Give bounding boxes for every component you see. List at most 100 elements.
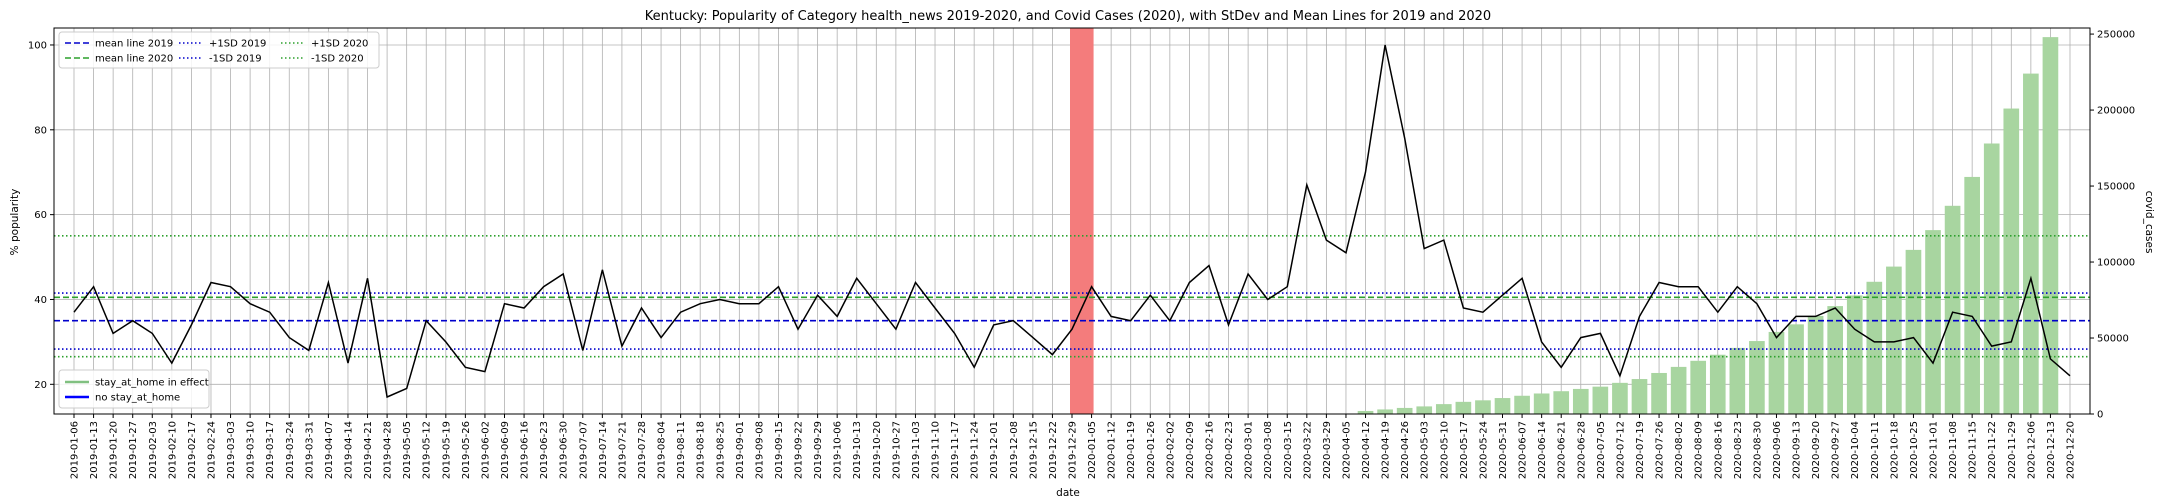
covid-cases-bar bbox=[1553, 391, 1570, 414]
covid-cases-bar bbox=[1651, 372, 1667, 414]
y-tick-label: 20 bbox=[34, 380, 47, 391]
x-tick-label: 2020-02-09 bbox=[1185, 421, 1196, 479]
x-tick-label: 2019-04-14 bbox=[343, 421, 354, 479]
legend-label: no stay_at_home bbox=[95, 393, 180, 404]
x-tick-label: 2020-08-09 bbox=[1694, 421, 1705, 479]
covid-cases-bar bbox=[1592, 386, 1609, 414]
x-tick-label: 2020-01-12 bbox=[1107, 421, 1118, 479]
x-tick-label: 2019-01-13 bbox=[89, 421, 100, 479]
x-tick-label: 2020-02-23 bbox=[1224, 421, 1235, 479]
x-tick-label: 2019-03-17 bbox=[265, 421, 276, 479]
x-tick-label: 2019-01-20 bbox=[109, 421, 120, 479]
y2-tick-label: 200000 bbox=[2097, 106, 2135, 117]
x-tick-label: 2020-09-20 bbox=[1811, 421, 1822, 479]
x-tick-label: 2019-05-05 bbox=[402, 421, 413, 479]
x-tick-label: 2019-06-02 bbox=[480, 421, 491, 479]
y2-tick-label: 50000 bbox=[2097, 334, 2129, 345]
x-tick-label: 2019-01-06 bbox=[70, 421, 81, 479]
x-tick-label: 2020-10-04 bbox=[1850, 421, 1861, 479]
x-tick-label: 2020-05-31 bbox=[1498, 421, 1509, 479]
x-tick-label: 2019-07-21 bbox=[617, 421, 628, 479]
x-tick-label: 2020-01-26 bbox=[1146, 421, 1157, 479]
x-tick-label: 2020-04-12 bbox=[1361, 421, 1372, 479]
x-tick-label: 2019-05-12 bbox=[422, 421, 433, 479]
x-tick-label: 2019-04-28 bbox=[383, 421, 394, 479]
covid-cases-bar bbox=[1749, 341, 1765, 414]
y-axis-label: % popularity bbox=[9, 189, 21, 256]
x-tick-label: 2019-08-25 bbox=[715, 421, 726, 479]
x-tick-label: 2020-05-10 bbox=[1439, 421, 1450, 479]
x-tick-label: 2020-05-24 bbox=[1478, 421, 1489, 479]
covid-cases-bar bbox=[2042, 37, 2059, 415]
x-tick-label: 2019-04-07 bbox=[324, 421, 335, 479]
x-axis-label: date bbox=[1056, 487, 1080, 499]
x-tick-label: 2019-02-17 bbox=[187, 421, 198, 479]
x-tick-label: 2019-12-08 bbox=[1009, 421, 1020, 479]
x-tick-label: 2020-04-05 bbox=[1341, 421, 1352, 479]
covid-cases-bar bbox=[1377, 409, 1393, 414]
y-tick-label: 80 bbox=[34, 125, 47, 136]
x-tick-label: 2020-09-27 bbox=[1831, 421, 1842, 479]
x-tick-label: 2020-04-26 bbox=[1400, 421, 1411, 479]
y-tick-label: 60 bbox=[34, 210, 47, 221]
x-tick-label: 2019-09-08 bbox=[754, 421, 765, 479]
x-tick-label: 2019-06-23 bbox=[539, 421, 550, 479]
x-tick-label: 2019-03-03 bbox=[226, 421, 237, 479]
legend-label: +1SD 2019 bbox=[209, 39, 266, 50]
x-tick-label: 2020-01-19 bbox=[1126, 421, 1137, 479]
x-tick-label: 2020-03-15 bbox=[1283, 421, 1294, 479]
legend-label: -1SD 2020 bbox=[311, 54, 364, 65]
x-tick-label: 2020-03-08 bbox=[1263, 421, 1274, 479]
x-tick-label: 2020-12-13 bbox=[2046, 421, 2057, 479]
covid-cases-bar bbox=[1494, 398, 1511, 414]
x-tick-label: 2019-11-10 bbox=[931, 421, 942, 479]
x-tick-label: 2020-04-19 bbox=[1381, 421, 1392, 479]
x-tick-label: 2019-07-14 bbox=[598, 421, 609, 479]
x-tick-label: 2019-03-24 bbox=[285, 421, 296, 479]
x-tick-label: 2019-03-10 bbox=[246, 421, 257, 479]
covid-cases-bar bbox=[1533, 393, 1550, 414]
x-tick-label: 2019-11-03 bbox=[911, 421, 922, 479]
y2-tick-label: 150000 bbox=[2097, 182, 2135, 193]
x-tick-label: 2019-10-06 bbox=[833, 421, 844, 479]
x-tick-label: 2019-10-27 bbox=[891, 421, 902, 479]
y2-tick-label: 250000 bbox=[2097, 30, 2135, 41]
x-tick-label: 2019-04-21 bbox=[363, 421, 374, 479]
legend-box bbox=[58, 369, 210, 409]
x-tick-label: 2020-08-23 bbox=[1733, 421, 1744, 479]
covid-cases-bar bbox=[1396, 407, 1413, 414]
bar-layer bbox=[1357, 37, 2059, 415]
legend-label: stay_at_home in effect bbox=[95, 378, 209, 389]
x-tick-label: 2019-02-24 bbox=[206, 421, 217, 479]
x-tick-label: 2020-03-01 bbox=[1244, 421, 1255, 479]
y-tick-label: 100 bbox=[28, 40, 47, 51]
x-tick-label: 2020-10-25 bbox=[1909, 421, 1920, 479]
legend-box bbox=[58, 31, 380, 69]
x-tick-label: 2020-08-02 bbox=[1674, 421, 1685, 479]
x-tick-label: 2020-10-18 bbox=[1889, 421, 1900, 479]
x-tick-label: 2020-06-07 bbox=[1518, 421, 1529, 479]
covid-cases-bar bbox=[1670, 366, 1687, 414]
x-tick-label: 2020-07-19 bbox=[1635, 421, 1646, 479]
x-tick-label: 2020-08-30 bbox=[1752, 421, 1763, 479]
covid-cases-bar bbox=[1827, 306, 1844, 414]
legend-label: mean line 2019 bbox=[95, 39, 173, 50]
y2-axis-label: covid_cases bbox=[2143, 191, 2155, 254]
legend-label: -1SD 2019 bbox=[209, 54, 262, 65]
x-tick-label: 2019-09-15 bbox=[774, 421, 785, 479]
covid-cases-bar bbox=[1612, 382, 1628, 414]
covid-cases-bar bbox=[2023, 73, 2039, 415]
legend-reference-lines: mean line 2019 mean line 2020 +1SD 2019 -1S… bbox=[58, 31, 380, 69]
x-tick-label: 2020-06-21 bbox=[1557, 421, 1568, 479]
x-tick-label: 2019-05-19 bbox=[441, 421, 452, 479]
y-tick-label: 40 bbox=[34, 295, 47, 306]
x-tick-label: 2020-01-05 bbox=[1087, 421, 1098, 479]
x-tick-label: 2020-07-26 bbox=[1655, 421, 1666, 479]
x-tick-label: 2019-10-13 bbox=[852, 421, 863, 479]
x-tick-label: 2020-11-15 bbox=[1968, 421, 1979, 479]
x-tick-label: 2020-02-02 bbox=[1165, 421, 1176, 479]
x-tick-label: 2020-05-03 bbox=[1420, 421, 1431, 479]
x-tick-label: 2019-08-04 bbox=[657, 421, 668, 479]
x-tick-label: 2019-09-29 bbox=[813, 421, 824, 479]
y2-tick-label: 0 bbox=[2097, 410, 2103, 421]
